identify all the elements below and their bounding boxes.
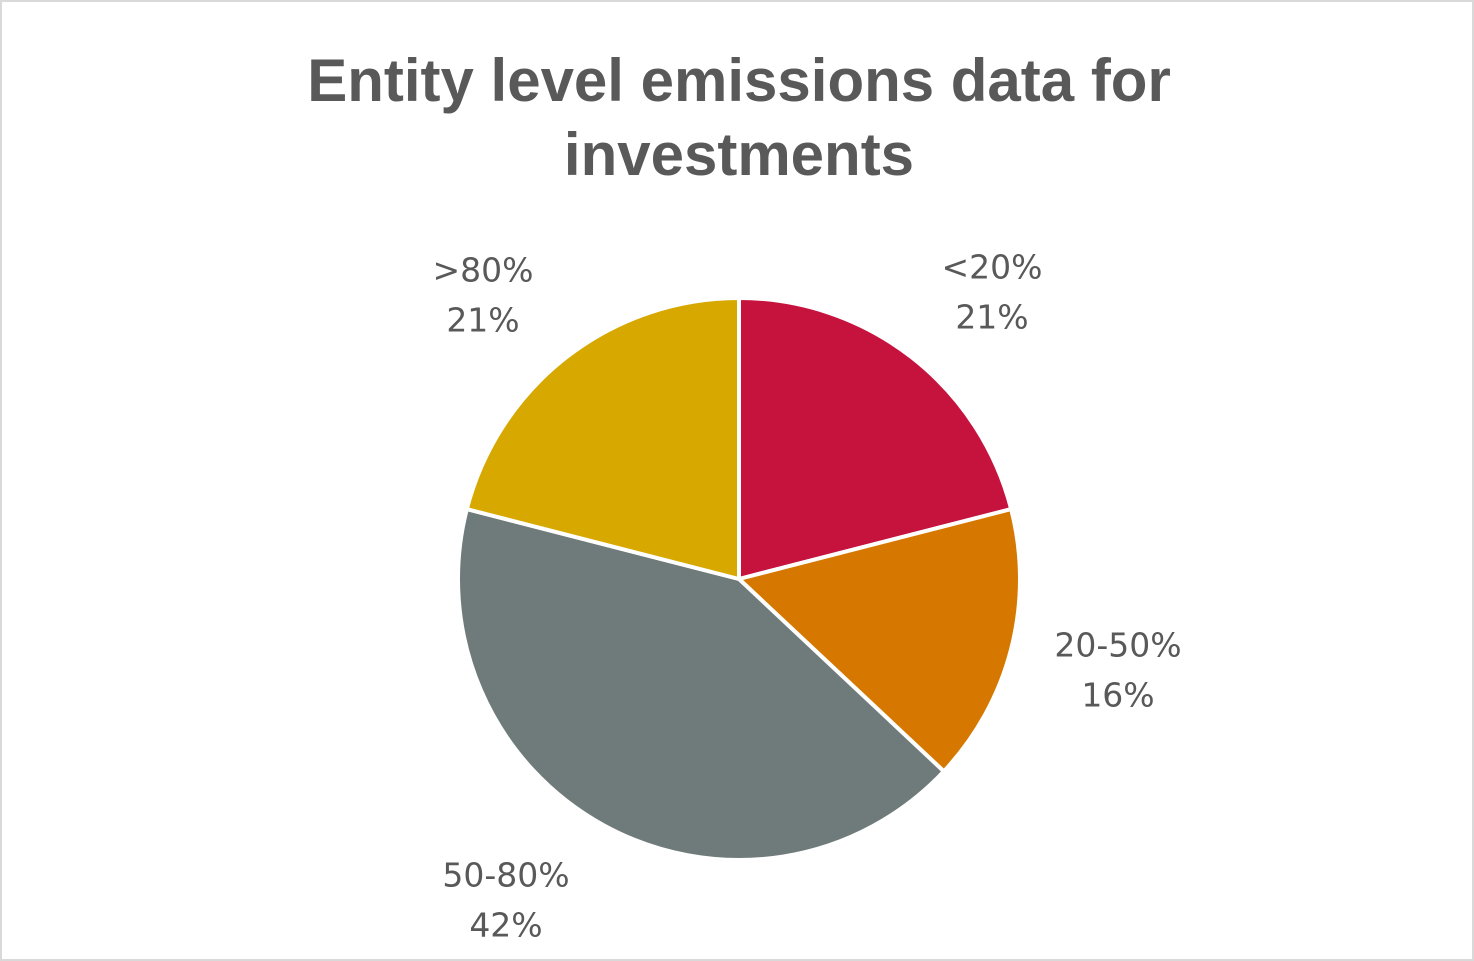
slice-value-label: 21% [955,298,1028,337]
slice-label-1: <20% 21% [942,248,1043,337]
chart-title: Entity level emissions data for investme… [2,44,1472,192]
slice-category-label: 20-50% [1054,626,1181,665]
slice-value-label: 21% [446,301,519,340]
chart-title-line-2: investments [563,121,915,188]
chart-title-line-1: Entity level emissions data for [307,47,1171,114]
pie-slice-1 [737,296,1014,581]
slice-category-label: <20% [942,248,1043,287]
slice-category-label: >80% [433,251,534,290]
slice-label-4: >80% 21% [433,251,534,340]
slice-value-label: 42% [469,906,542,945]
slice-category-label: 50-80% [442,856,569,895]
pie-slice-4 [464,296,741,581]
slice-label-3: 50-80% 42% [442,856,569,945]
slice-value-label: 16% [1081,676,1154,715]
pie-slice-3 [456,507,946,862]
pie-slice-2 [737,507,1022,774]
slice-label-2: 20-50% 16% [1054,626,1181,715]
